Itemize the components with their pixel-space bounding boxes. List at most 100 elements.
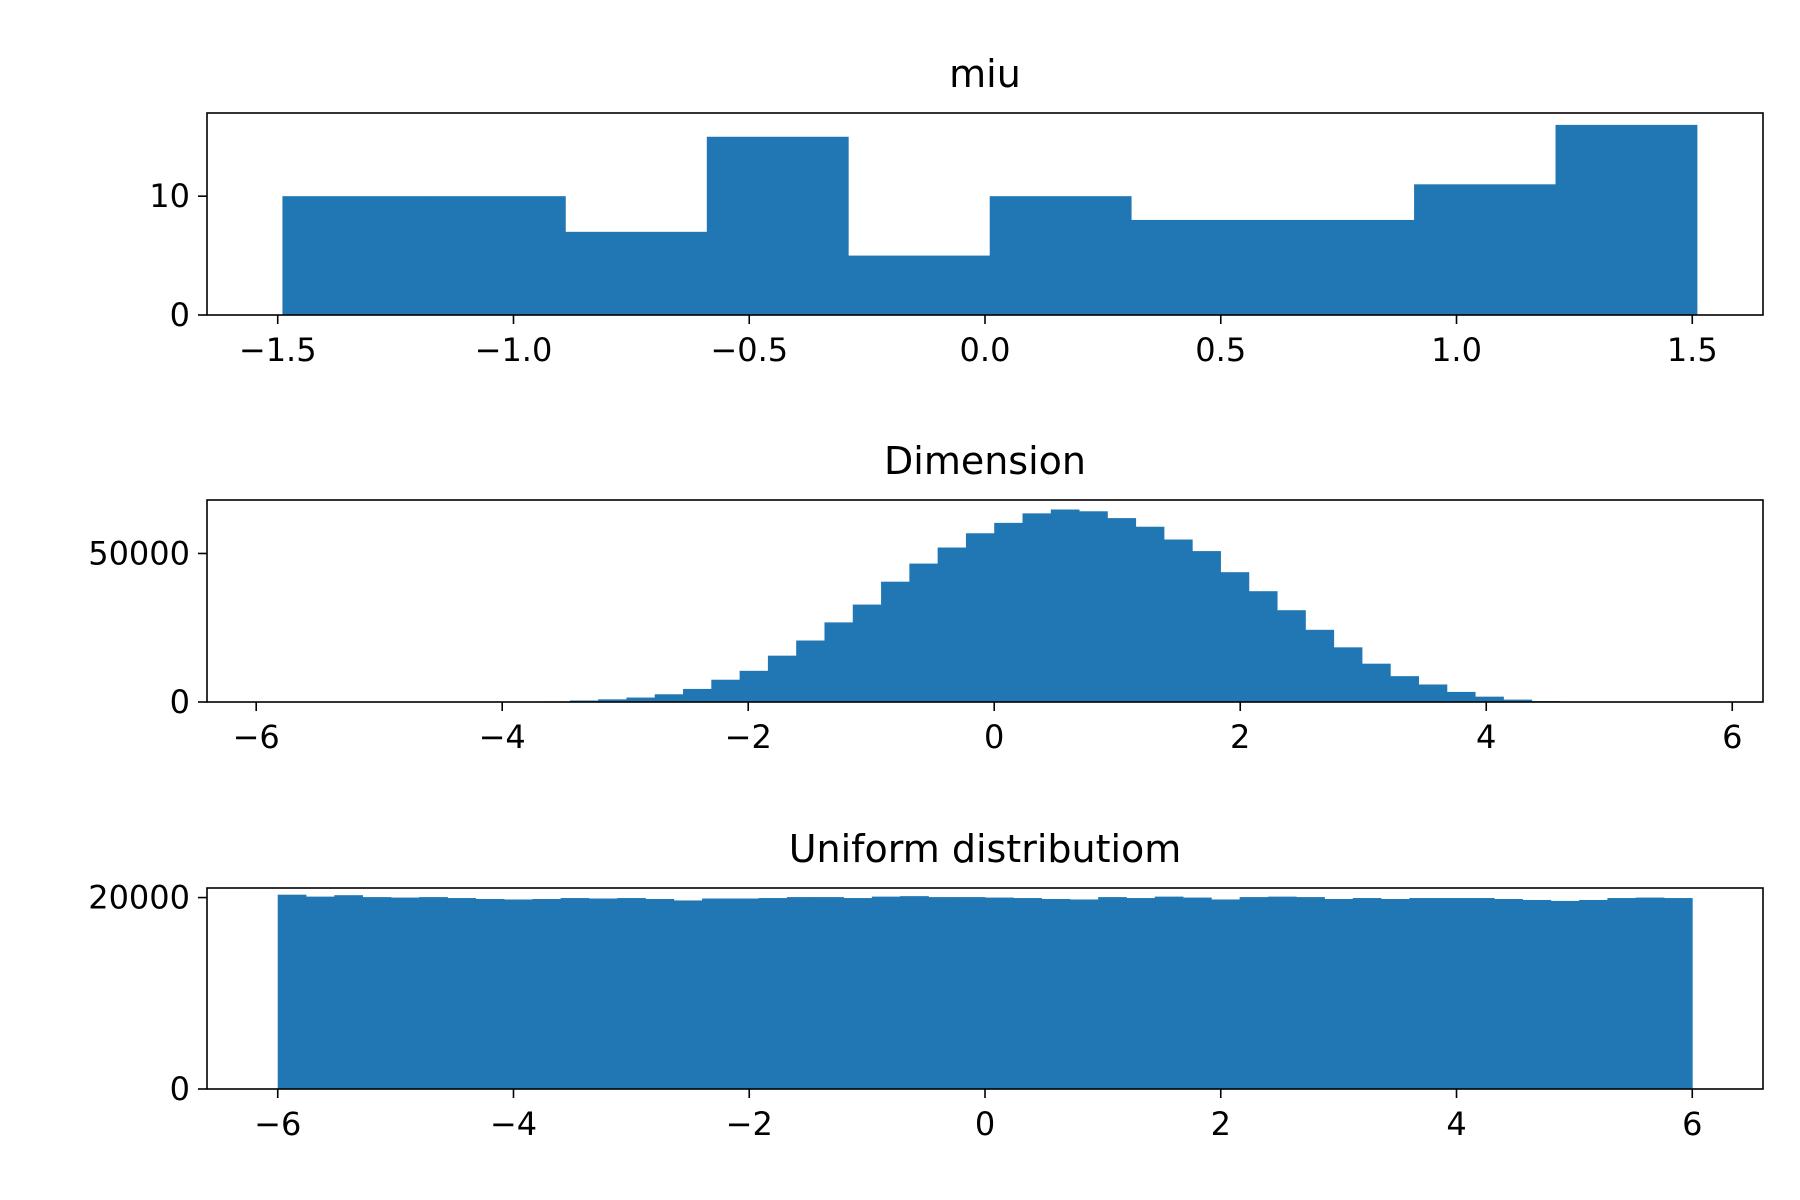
histogram-bar: [985, 897, 1014, 1089]
histogram-bar: [706, 136, 849, 315]
x-tick-label: 6: [1682, 1105, 1702, 1143]
histogram-bar: [1163, 539, 1193, 702]
histogram-bar: [1131, 219, 1274, 315]
histogram-bar: [1381, 899, 1410, 1089]
histogram-bar: [645, 899, 675, 1089]
histogram-bar: [1248, 591, 1278, 702]
x-tick-label: 1.0: [1431, 331, 1482, 369]
histogram-bar: [1267, 896, 1297, 1089]
histogram-bar: [390, 897, 420, 1089]
histogram-bar: [965, 533, 995, 702]
histogram-bar: [1277, 610, 1306, 702]
histogram-bar: [419, 897, 448, 1089]
histogram-bar: [1022, 513, 1052, 702]
histogram-bar: [1390, 676, 1419, 702]
histogram-bar: [989, 196, 1132, 315]
histogram-bar: [1192, 551, 1221, 702]
x-tick-label: 0.0: [960, 331, 1011, 369]
histogram-bar: [1041, 899, 1071, 1089]
histogram-bar: [1211, 899, 1241, 1089]
histogram-bar: [277, 894, 307, 1089]
histogram-bar: [871, 896, 901, 1089]
histogram-bar: [475, 899, 505, 1089]
histogram-bar: [1579, 899, 1608, 1089]
histogram-bar: [1050, 509, 1080, 702]
histogram-bar: [1414, 184, 1556, 315]
x-tick-label: −0.5: [710, 331, 788, 369]
histogram-bar: [796, 640, 825, 702]
histogram-bar: [1324, 899, 1354, 1089]
histogram-bar: [565, 231, 708, 315]
histogram-bar: [928, 897, 958, 1089]
histogram-bar: [956, 897, 986, 1089]
x-tick-label: −4: [479, 718, 526, 756]
histogram-bar: [683, 688, 712, 702]
subplot-title: Dimension: [884, 439, 1086, 483]
y-tick-label: 0: [170, 1070, 190, 1108]
histogram-bar: [815, 897, 844, 1089]
x-tick-label: −2: [726, 1105, 773, 1143]
histogram-bar: [1475, 696, 1504, 702]
histogram-bar: [598, 699, 627, 702]
x-tick-label: −6: [233, 718, 280, 756]
histogram-bar: [909, 563, 939, 702]
x-tick-label: 1.5: [1667, 331, 1718, 369]
histogram-bar: [1555, 124, 1698, 315]
histogram-bar: [711, 679, 741, 702]
subplot-title: Uniform distributiom: [789, 827, 1182, 871]
histogram-bar: [617, 898, 646, 1089]
histogram-bar: [1437, 898, 1467, 1089]
histogram-bar: [937, 547, 967, 702]
y-tick-label: 20000: [88, 879, 190, 917]
histogram-bar: [730, 898, 760, 1089]
histogram-bar: [1296, 897, 1325, 1089]
histogram-bar: [1494, 899, 1523, 1089]
histogram-bar: [1550, 900, 1580, 1089]
histogram-bar: [1305, 629, 1335, 702]
histogram-bar: [504, 899, 533, 1089]
histogram-bar: [1183, 897, 1212, 1089]
x-tick-label: −4: [490, 1105, 537, 1143]
histogram-bar: [423, 196, 566, 315]
histogram-bar: [1333, 647, 1363, 702]
histogram-bar: [767, 655, 797, 702]
y-tick-label: 0: [170, 296, 190, 334]
histogram-bar: [1607, 898, 1637, 1089]
x-tick-label: −2: [725, 718, 772, 756]
subplot-title: miu: [949, 52, 1021, 96]
histogram-bar: [1352, 898, 1382, 1089]
y-tick-label: 0: [170, 683, 190, 721]
histogram-bars: [282, 124, 1698, 315]
histogram-bar: [282, 196, 425, 315]
subplot-2: Dimension −6 −4 −2 0 2 4 6 0 50000: [88, 439, 1764, 756]
x-tick-label: −6: [254, 1105, 301, 1143]
x-tick-label: −1.0: [475, 331, 553, 369]
x-tick-label: 6: [1722, 718, 1742, 756]
histogram-bar: [852, 604, 882, 702]
histogram-bar: [532, 899, 562, 1089]
histogram-bar: [786, 897, 816, 1089]
x-tick-label: 2: [1211, 1105, 1231, 1143]
histogram-bars: [541, 509, 1561, 702]
x-tick-label: 0: [984, 718, 1004, 756]
histogram-bar: [306, 896, 335, 1089]
x-tick-label: 4: [1446, 1105, 1466, 1143]
histogram-bar: [758, 898, 788, 1089]
histogram-bar: [1272, 219, 1415, 315]
histogram-bar: [900, 896, 929, 1089]
histogram-bar: [1446, 691, 1476, 702]
histogram-bar: [881, 581, 910, 702]
histogram-bar: [1154, 896, 1184, 1089]
x-tick-label: 0: [975, 1105, 995, 1143]
histogram-bar: [1522, 899, 1552, 1089]
histogram-bar: [588, 898, 618, 1089]
histogram-bar: [1126, 898, 1156, 1089]
y-tick-label: 50000: [88, 534, 190, 572]
histogram-bar: [1079, 511, 1108, 702]
histogram-bar: [1465, 898, 1495, 1089]
histogram-bar: [1220, 572, 1250, 702]
histogram-bar: [1503, 699, 1533, 702]
histogram-bar: [848, 255, 991, 315]
histogram-bar: [739, 670, 769, 702]
histogram-bar: [824, 622, 854, 702]
